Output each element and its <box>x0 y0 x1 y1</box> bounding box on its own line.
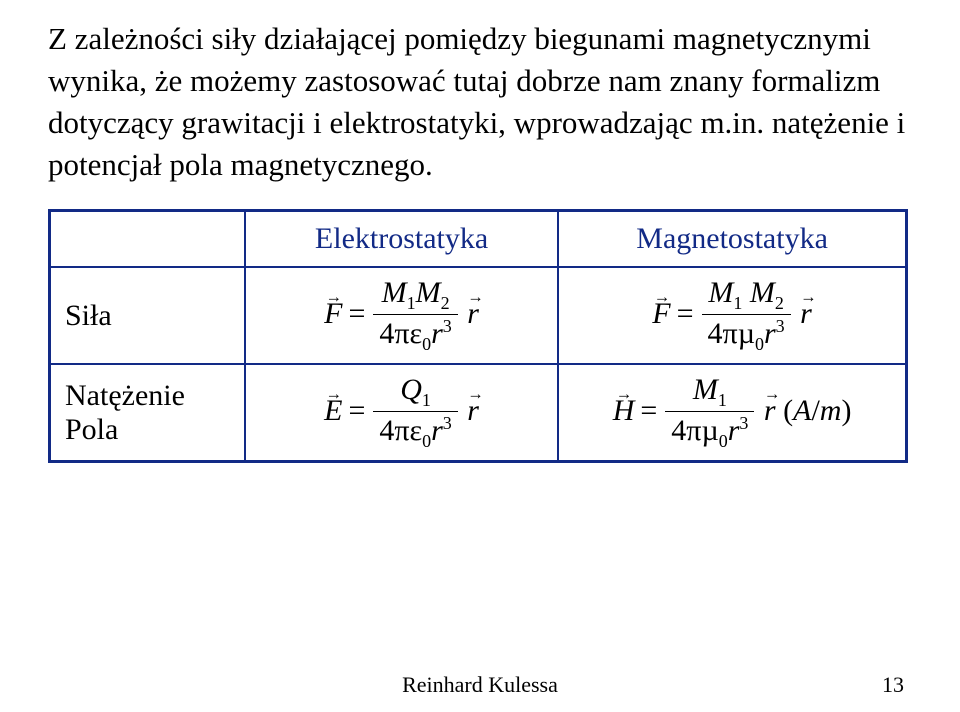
column-header-electrostatics: Elektrostatyka <box>245 211 558 268</box>
header-empty <box>50 211 245 268</box>
footer-author: Reinhard Kulessa <box>402 672 558 697</box>
formula-force-magneto: →F=M1 M24πµ0r3 →r <box>558 267 906 364</box>
column-header-magnetostatics: Magnetostatyka <box>558 211 906 268</box>
formula-force-electro: →F=M1M24πε0r3 →r <box>245 267 558 364</box>
intro-paragraph: Z zależności siły działającej pomiędzy b… <box>48 18 912 185</box>
comparison-table: Elektrostatyka Magnetostatyka Siła →F=M1… <box>48 209 908 463</box>
formula-intensity-magneto: →H=M14πµ0r3 →r (A/m) <box>558 364 906 462</box>
formula-intensity-electro: →E=Q14πε0r3 →r <box>245 364 558 462</box>
page-footer: Reinhard Kulessa 13 <box>0 672 960 698</box>
row-label-intensity: Natężenie Pola <box>50 364 245 462</box>
footer-page-number: 13 <box>882 672 904 698</box>
row-label-force: Siła <box>50 267 245 364</box>
